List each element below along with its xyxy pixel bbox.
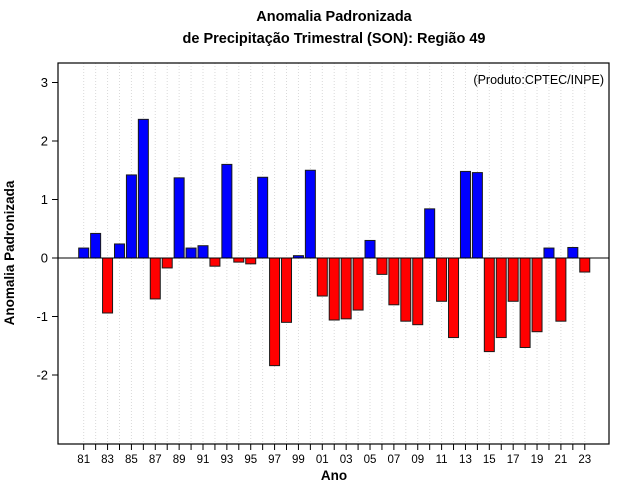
y-tick-label: 1 (41, 192, 48, 207)
bar-2018 (519, 257, 531, 349)
bar-2007 (388, 257, 400, 306)
y-axis-label: Anomalia Padronizada (2, 180, 17, 325)
bar-1987 (149, 257, 161, 300)
bar-1994 (233, 257, 245, 263)
bar-2019 (531, 257, 543, 333)
x-tick-label: 91 (197, 454, 210, 466)
x-tick-label: 85 (125, 454, 138, 466)
bar-2000 (304, 169, 316, 259)
y-tick-label: 2 (41, 134, 48, 149)
bar-1997 (269, 257, 281, 367)
bar-2023 (579, 257, 591, 273)
chart-title-line2: de Precipitação Trimestral (SON): Região… (183, 31, 486, 47)
bar-1991 (197, 245, 209, 259)
bar-2003 (340, 257, 352, 320)
bar-2021 (555, 257, 567, 322)
x-axis: 81 83 85 87 89 91 93 95 97 99 01 03 05 07 09 11 13 15 17 19… (77, 444, 591, 466)
bar-2001 (316, 257, 328, 297)
x-tick-label: 17 (507, 454, 520, 466)
bar-2009 (412, 257, 424, 326)
bar-2011 (436, 257, 448, 302)
bar-2005 (364, 239, 376, 259)
x-tick-label: 05 (364, 454, 377, 466)
bar-1981 (78, 247, 90, 259)
x-tick-label: 95 (244, 454, 257, 466)
bar-2002 (328, 257, 340, 321)
x-tick-label: 19 (531, 454, 544, 466)
bar-2016 (495, 257, 507, 339)
x-tick-label: 15 (483, 454, 496, 466)
bar-2006 (376, 257, 388, 275)
bar-1990 (185, 247, 197, 259)
y-axis: -2 -1 0 1 2 3 (36, 75, 58, 383)
bar-2012 (448, 257, 460, 339)
bars (78, 118, 591, 367)
bar-1998 (281, 257, 293, 323)
bar-2015 (483, 257, 495, 353)
plot-border (57, 62, 610, 445)
bar-2010 (424, 208, 436, 259)
bar-1984 (113, 243, 125, 259)
bar-2020 (543, 247, 555, 259)
bar-1993 (221, 163, 233, 259)
y-tick-label: 3 (41, 75, 48, 90)
x-tick-label: 03 (340, 454, 353, 466)
bar-1996 (257, 176, 269, 259)
x-tick-label: 11 (436, 454, 448, 466)
bar-2013 (459, 170, 471, 259)
x-tick-label: 93 (220, 454, 233, 466)
x-tick-label: 99 (292, 454, 305, 466)
gridlines (83, 63, 586, 444)
bar-1986 (137, 118, 149, 259)
bar-1982 (90, 232, 102, 259)
x-axis-label: Ano (321, 468, 347, 483)
bar-1989 (173, 177, 185, 259)
x-tick-label: 13 (459, 454, 472, 466)
bar-2008 (400, 257, 412, 322)
bar-1995 (245, 257, 257, 265)
source-annotation: (Produto:CPTEC/INPE) (473, 73, 604, 87)
x-tick-label: 81 (77, 454, 90, 466)
x-tick-label: 97 (268, 454, 281, 466)
x-tick-label: 07 (387, 454, 400, 466)
bar-2022 (567, 246, 579, 259)
bar-2017 (507, 257, 519, 302)
bar-1992 (209, 257, 221, 267)
x-tick-label: 87 (149, 454, 162, 466)
y-tick-label: 0 (41, 251, 48, 266)
bar-1983 (102, 257, 114, 314)
x-tick-label: 21 (555, 454, 568, 466)
bar-2004 (352, 257, 364, 311)
x-tick-label: 89 (173, 454, 186, 466)
x-tick-label: 01 (316, 454, 329, 466)
x-tick-label: 23 (578, 454, 591, 466)
chart-title-line1: Anomalia Padronizada (256, 9, 412, 25)
y-tick-label: -2 (36, 368, 48, 383)
x-tick-label: 09 (411, 454, 424, 466)
bar-2014 (471, 172, 483, 259)
bar-1985 (125, 174, 137, 259)
y-tick-label: -1 (36, 309, 48, 324)
bar-1988 (161, 257, 173, 269)
x-tick-label: 83 (101, 454, 114, 466)
